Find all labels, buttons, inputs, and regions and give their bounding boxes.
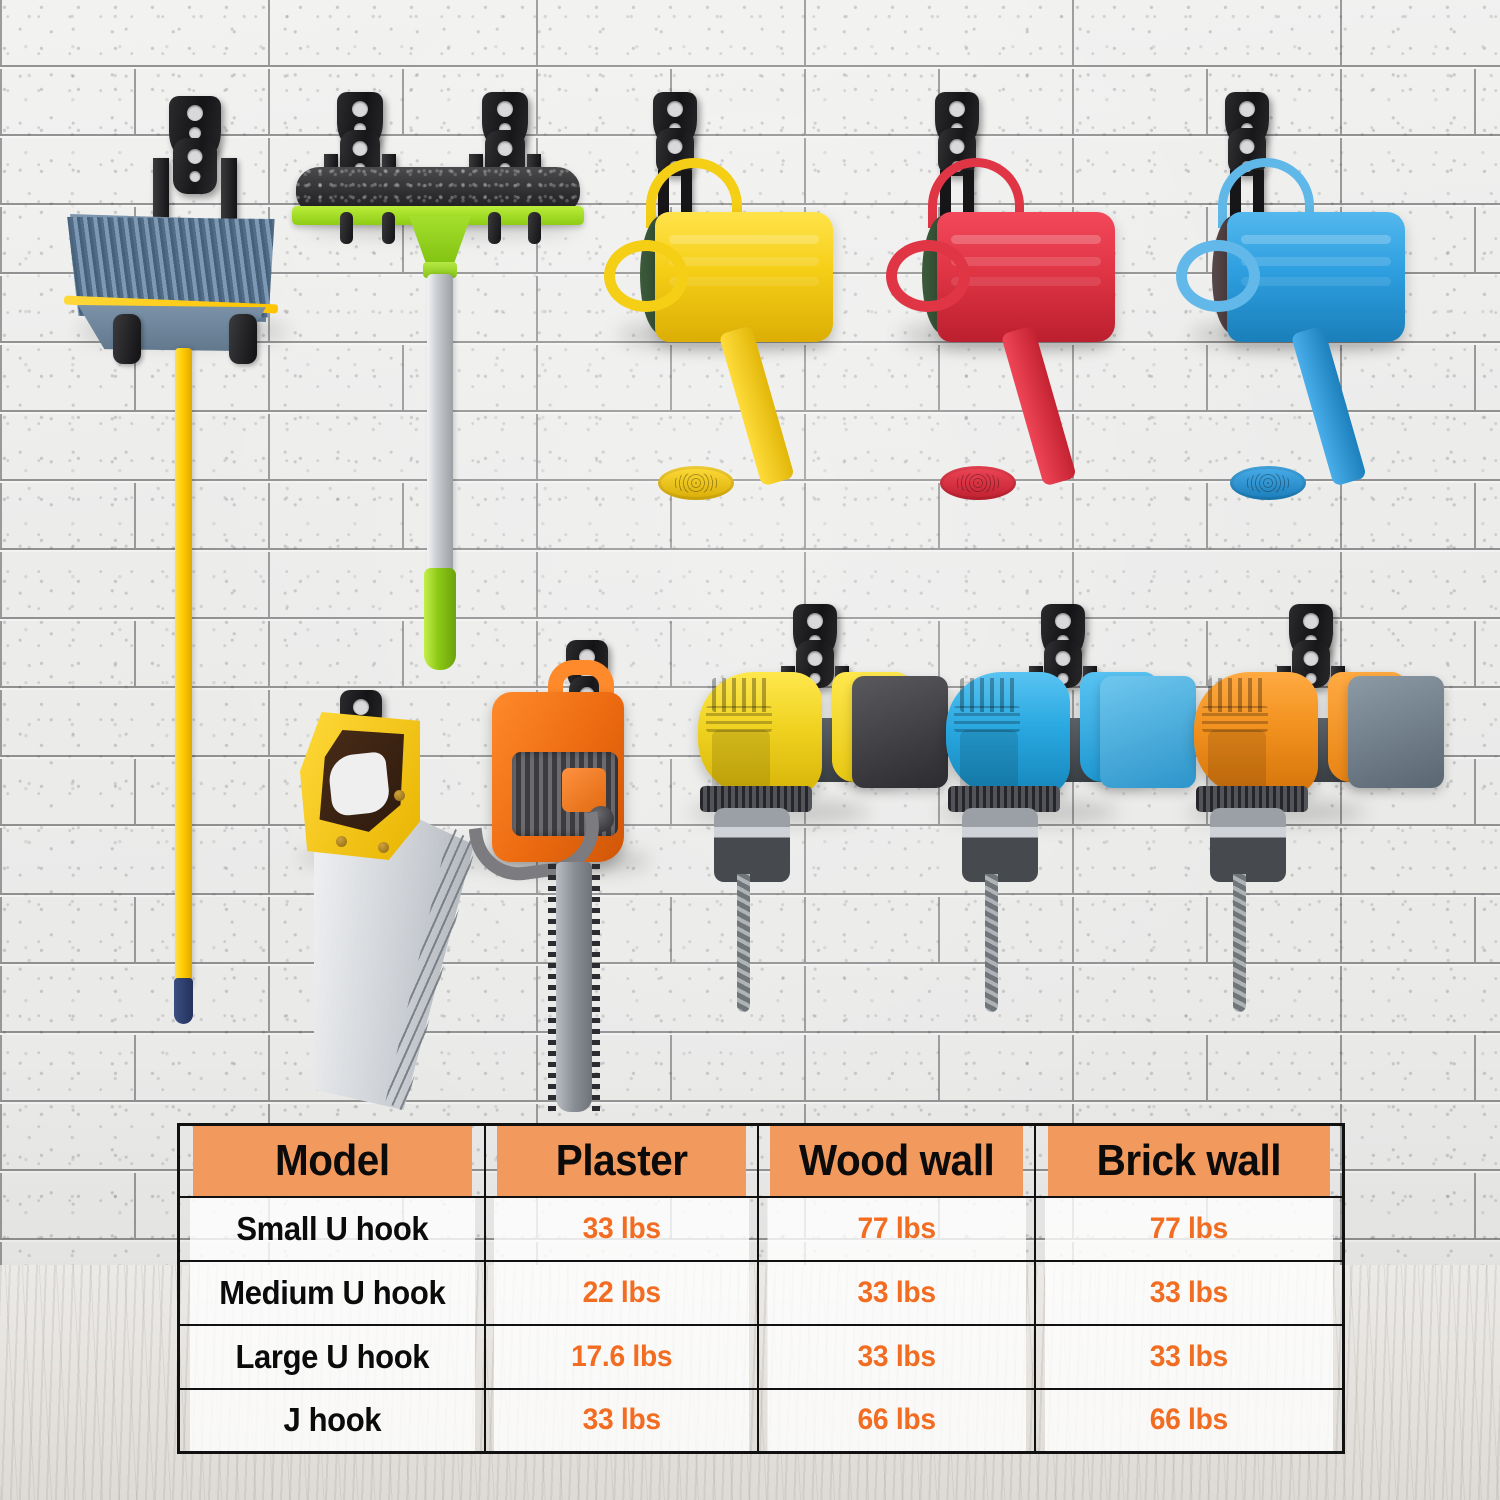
blue-drill-chuck (962, 808, 1038, 882)
cell-wood: 33 lbs (765, 1323, 1028, 1390)
cell-plaster: 22 lbs (491, 1259, 751, 1326)
cell-wood: 77 lbs (765, 1195, 1028, 1262)
yellow-can-side-handle (604, 240, 688, 312)
column-header-brick-wall: Brick wall (1046, 1123, 1333, 1198)
squeegee-pole (427, 274, 453, 574)
blue-drill-motor (946, 672, 1070, 796)
yellow-drill-motor (698, 672, 822, 796)
squeegee-clip-4 (528, 212, 541, 244)
table-row: Medium U hook 22 lbs 33 lbs 33 lbs (179, 1259, 1344, 1326)
orange-drill-motor (1194, 672, 1318, 796)
squeegee-clip-2 (382, 212, 395, 244)
red-can-rose (940, 466, 1016, 500)
yellow-drill-chuck (714, 808, 790, 882)
column-header-model: Model (189, 1123, 474, 1198)
column-header-plaster: Plaster (494, 1123, 749, 1198)
cell-wood: 66 lbs (765, 1387, 1028, 1454)
cell-brick: 33 lbs (1043, 1323, 1336, 1390)
broom-ferrule-left (113, 314, 141, 364)
hook-broom[interactable] (150, 96, 240, 246)
cell-brick: 33 lbs (1043, 1259, 1336, 1326)
broom-handle-grip (174, 978, 193, 1024)
squeegee-green-bar (292, 206, 584, 225)
table-header-row: Model Plaster Wood wall Brick wall (179, 1123, 1344, 1198)
red-can-side-handle (886, 240, 970, 312)
yellow-drill-collar (700, 786, 812, 812)
cell-model: Medium U hook (186, 1259, 477, 1326)
chainsaw-knob (588, 806, 614, 832)
cell-wood: 33 lbs (765, 1259, 1028, 1326)
orange-drill-bit (1233, 874, 1246, 1012)
orange-drill-chuck (1210, 808, 1286, 882)
broom-ferrule-right (229, 314, 257, 364)
yellow-drill-vents-top (712, 678, 770, 712)
cell-plaster: 33 lbs (491, 1195, 751, 1262)
blue-drill-window (960, 730, 1018, 792)
blue-drill-vents-side (954, 706, 1020, 732)
cell-model: Large U hook (186, 1323, 477, 1390)
blue-drill-collar (948, 786, 1060, 812)
yellow-drill-window (712, 730, 770, 792)
squeegee-clip-1 (340, 212, 353, 244)
blue-can-top-handle (1218, 158, 1314, 228)
handsaw-rivet-3 (394, 790, 405, 801)
orange-drill-vents-side (1202, 706, 1268, 732)
yellow-drill-vents-side (706, 706, 772, 732)
column-header-wood-wall: Wood wall (768, 1123, 1026, 1198)
yellow-can-top-handle (646, 158, 742, 228)
weight-capacity-table: Model Plaster Wood wall Brick wall Small… (177, 1123, 1345, 1454)
handsaw-grip-opening (327, 751, 391, 817)
cell-brick: 77 lbs (1043, 1195, 1336, 1262)
handsaw-rivet-1 (336, 836, 347, 847)
yellow-drill-battery (852, 676, 948, 788)
u-hook-bracket-icon (150, 96, 240, 246)
yellow-drill-bit (737, 874, 750, 1012)
cell-model: J hook (186, 1387, 477, 1454)
table-row: J hook 33 lbs 66 lbs 66 lbs (179, 1387, 1344, 1454)
blue-can-rose (1230, 466, 1306, 500)
yellow-can-rose (658, 466, 734, 500)
cell-model: Small U hook (186, 1195, 477, 1262)
blue-drill-bit (985, 874, 998, 1012)
orange-drill-window (1208, 730, 1266, 792)
cell-plaster: 33 lbs (491, 1387, 751, 1454)
orange-drill-collar (1196, 786, 1308, 812)
table-row: Small U hook 33 lbs 77 lbs 77 lbs (179, 1195, 1344, 1262)
squeegee-grip (424, 568, 456, 670)
blue-drill-battery (1100, 676, 1196, 788)
broom-handle-pole (175, 348, 192, 988)
blue-can-side-handle (1176, 240, 1260, 312)
table-row: Large U hook 17.6 lbs 33 lbs 33 lbs (179, 1323, 1344, 1390)
orange-drill-battery (1348, 676, 1444, 788)
red-can-top-handle (928, 158, 1024, 228)
chainsaw-chain (548, 864, 600, 1112)
cell-plaster: 17.6 lbs (491, 1323, 751, 1390)
squeegee-clip-3 (488, 212, 501, 244)
blue-drill-vents-top (960, 678, 1018, 712)
cell-brick: 66 lbs (1043, 1387, 1336, 1454)
handsaw-rivet-2 (378, 842, 389, 853)
orange-drill-vents-top (1208, 678, 1266, 712)
chainsaw-side-plate (562, 768, 606, 812)
